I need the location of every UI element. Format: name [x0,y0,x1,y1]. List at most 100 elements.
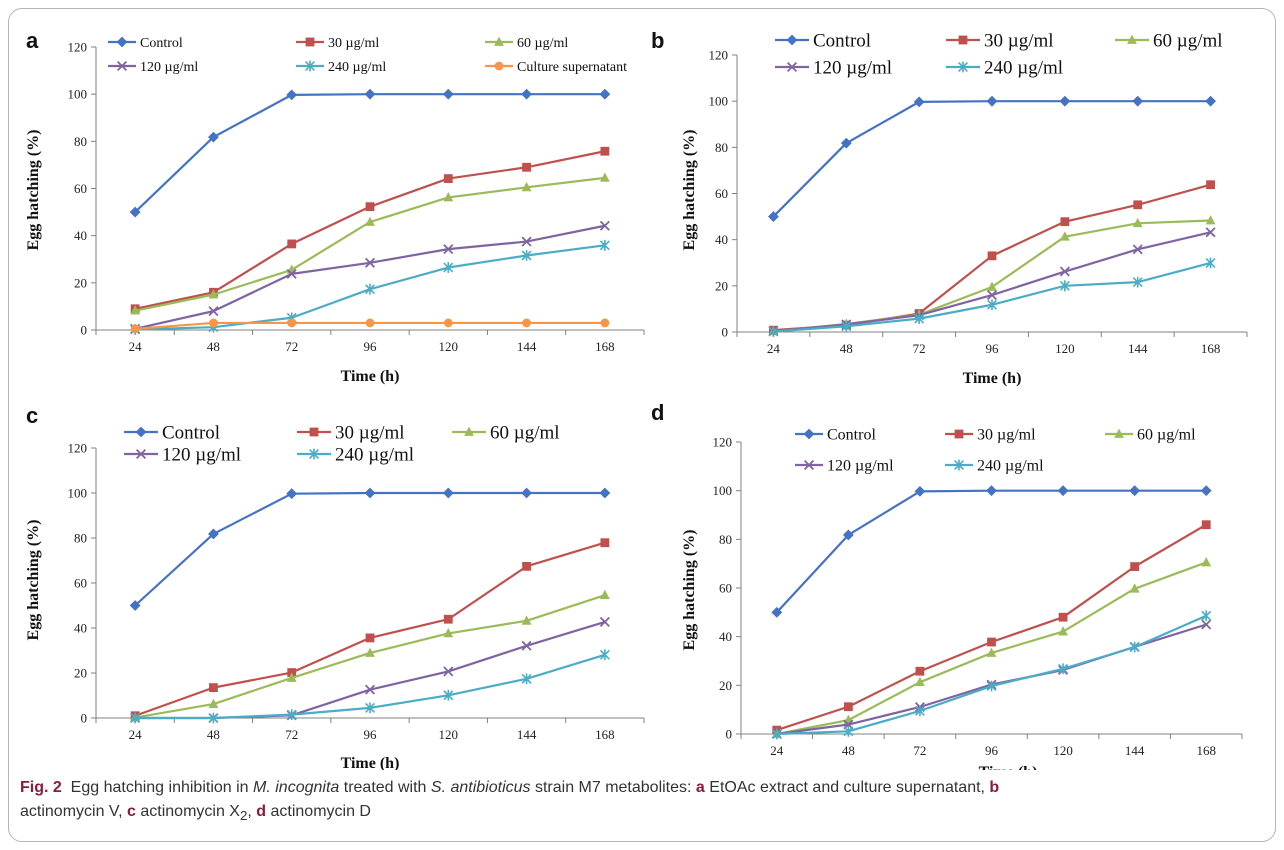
legend-swatch-marker [803,459,815,471]
data-point [599,172,610,182]
legend-entry: 30 µg/ml [945,427,1036,444]
data-point [1058,663,1069,675]
y-tick-label: 100 [713,483,733,498]
y-tick-label: 0 [726,727,733,742]
legend-label: 120 µg/ml [813,58,892,79]
data-point [843,725,854,737]
legend-swatch-marker [494,36,504,46]
x-tick-label: 96 [985,743,999,758]
x-tick-label: 72 [285,727,298,742]
legend-entry: 30 µg/ml [296,36,379,51]
x-axis-title: Time (h) [341,368,400,385]
caption-item-c-text: actinomycin X [135,803,240,820]
caption-text-1: Egg hatching inhibition in [70,779,254,796]
data-point [914,313,925,325]
data-point [208,306,219,317]
legend-entry: 60 µg/ml [485,36,568,51]
series-3 [130,220,610,334]
chart-panel-c: c 0 20 40 60 80 100 120 24 48 72 96 120 144 168 Time (h… [25,403,645,770]
legend-label: 60 µg/ml [1137,427,1196,444]
legend-swatch-marker [958,61,968,73]
legend-entry: 240 µg/ml [945,458,1044,475]
data-point [286,672,297,682]
data-point [986,290,998,301]
data-point [365,318,375,328]
legend-label: 240 µg/ml [984,58,1063,79]
data-point [443,628,454,638]
data-point [521,487,532,499]
series-line [134,224,606,330]
data-point [442,88,454,100]
data-point [443,192,454,202]
y-tick-label: 80 [74,134,87,149]
legend-label: 30 µg/ml [328,36,379,51]
series-2 [130,589,610,722]
data-point [1132,95,1144,107]
data-point [1133,200,1143,210]
y-tick-label: 100 [709,94,729,109]
caption-item-b-label: b [989,779,1000,796]
y-axis-title: Egg hatching (%) [25,520,42,641]
legend-label: Control [813,31,871,52]
data-point [365,647,375,657]
series-1 [769,180,1215,335]
legend-entry: 120 µg/ml [795,458,894,475]
legend-entry: 120 µg/ml [775,58,892,79]
legend-swatch-marker [116,36,128,48]
data-point [1058,626,1068,636]
data-point [286,268,297,279]
series-line [134,491,605,607]
data-point [1206,180,1215,190]
series-0 [771,485,1212,618]
legend-entry: 120 µg/ml [108,60,198,75]
caption-figure-label: Fig. 2 [20,779,62,796]
chart-panel-d: d 0 20 40 60 80 100 120 24 48 72 96 120 144 168 Time (h… [651,400,1243,770]
series-5 [130,318,610,334]
series-4 [771,610,1212,740]
data-point [914,705,925,717]
data-point [841,320,852,332]
data-point [599,616,610,627]
x-tick-label: 168 [1196,743,1216,758]
legend-label: Control [162,423,220,444]
legend-entry: 30 µg/ml [297,423,405,444]
data-point [521,181,532,192]
data-point [771,728,782,740]
data-point [599,589,610,600]
y-tick-label: 40 [74,621,87,636]
legend-entry: 240 µg/ml [297,445,414,466]
data-point [443,318,453,328]
y-tick-label: 40 [715,232,728,247]
legend-entry: 240 µg/ml [946,58,1063,79]
data-point [1132,276,1143,288]
data-point [365,216,375,226]
data-point [521,640,532,651]
legend-entry: Control [775,31,871,52]
caption-item-d-label: d [256,803,267,820]
data-point [600,538,610,548]
x-tick-label: 48 [842,743,855,758]
data-point [599,649,610,661]
data-point [364,257,376,268]
data-point [521,673,532,685]
caption-item-c-subscript: 2 [239,808,248,824]
data-point [986,95,998,107]
data-point [364,684,376,695]
data-point [364,88,376,100]
legend-label: 240 µg/ml [977,458,1044,475]
legend-entry: 120 µg/ml [124,445,241,466]
figure-panels: a 0 20 40 60 80 100 120 24 48 72 96 120 144 168 Time (h… [25,28,1248,770]
legend-entry: 60 µg/ml [1115,31,1223,52]
x-tick-label: 24 [129,339,143,354]
panel-label: b [651,28,664,53]
legend-label: 120 µg/ml [140,60,198,75]
data-point [1059,280,1070,292]
x-tick-label: 96 [986,341,1000,356]
data-point [208,131,219,143]
legend-swatch-marker [803,428,815,440]
data-point [443,244,454,255]
data-point [130,324,140,334]
series-line [134,93,605,213]
x-tick-label: 144 [517,727,537,742]
legend-entry: Culture supernatant [485,60,627,75]
